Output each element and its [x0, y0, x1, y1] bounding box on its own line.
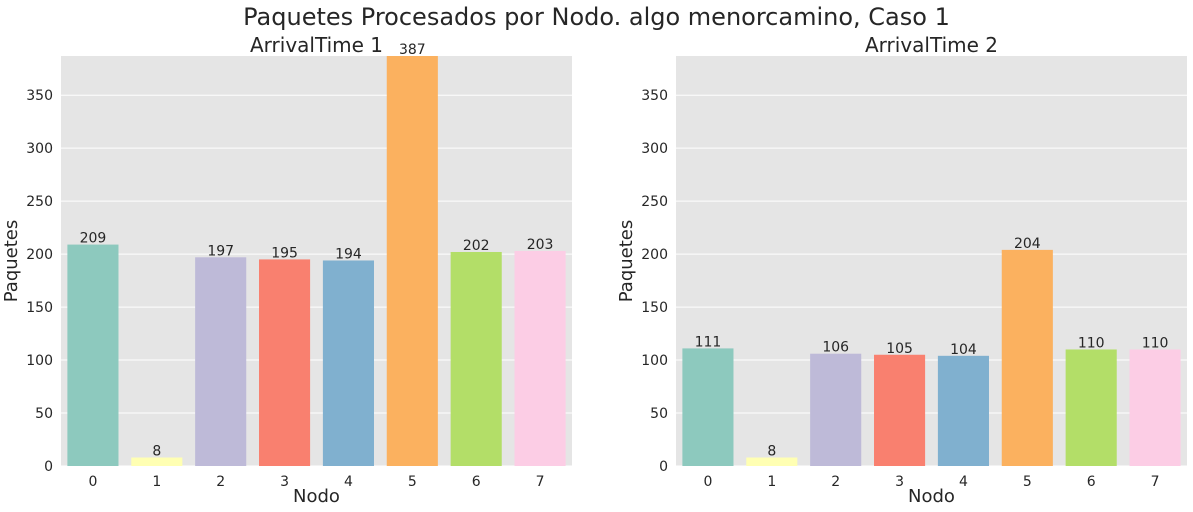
y-tick-label: 350: [26, 88, 53, 104]
y-tick-label: 100: [641, 353, 668, 369]
data-label: 105: [886, 341, 913, 357]
y-tick-label: 150: [641, 300, 668, 316]
x-tick-label: 5: [1023, 474, 1032, 490]
bar-node-1: [746, 457, 798, 466]
data-label: 202: [463, 238, 490, 254]
y-tick-label: 250: [641, 194, 668, 210]
data-label: 104: [950, 342, 977, 358]
data-label: 209: [80, 231, 107, 247]
data-label: 204: [1014, 236, 1041, 252]
y-tick-label: 50: [35, 406, 53, 422]
x-tick-label: 2: [831, 474, 840, 490]
bar-node-5: [1001, 249, 1053, 466]
data-label: 110: [1142, 335, 1169, 351]
x-tick-label: 1: [152, 474, 161, 490]
y-tick-label: 50: [650, 406, 668, 422]
chart-panel-2: 0501001502002503003501110811062105310442…: [616, 33, 1187, 507]
bar-node-2: [195, 257, 247, 466]
y-axis-label: Paquetes: [616, 220, 637, 303]
x-tick-label: 6: [472, 474, 481, 490]
data-label: 195: [271, 245, 298, 261]
bar-node-0: [67, 244, 119, 466]
data-label: 111: [695, 334, 722, 350]
x-tick-label: 4: [959, 474, 968, 490]
y-tick-label: 350: [641, 88, 668, 104]
bar-node-4: [937, 355, 989, 466]
x-axis-label: Nodo: [293, 486, 340, 507]
x-tick-label: 5: [408, 474, 417, 490]
data-label: 8: [767, 444, 776, 460]
bar-node-4: [322, 260, 374, 466]
data-label: 110: [1078, 335, 1105, 351]
bar-node-6: [450, 251, 502, 466]
bar-node-0: [682, 348, 734, 466]
bar-node-1: [131, 457, 183, 466]
y-axis-label: Paquetes: [1, 220, 22, 303]
y-tick-label: 100: [26, 353, 53, 369]
x-axis-label: Nodo: [908, 486, 955, 507]
x-tick-label: 3: [280, 474, 289, 490]
y-tick-label: 150: [26, 300, 53, 316]
data-label: 194: [335, 246, 362, 262]
x-tick-label: 0: [703, 474, 712, 490]
y-tick-label: 200: [641, 247, 668, 263]
x-tick-label: 3: [895, 474, 904, 490]
data-label: 8: [152, 444, 161, 460]
data-label: 106: [822, 340, 849, 356]
x-tick-label: 6: [1087, 474, 1096, 490]
x-tick-label: 7: [1151, 474, 1160, 490]
y-tick-label: 0: [44, 459, 53, 475]
bar-node-2: [810, 353, 862, 466]
y-tick-label: 0: [659, 459, 668, 475]
subplot-title: ArrivalTime 2: [865, 33, 998, 57]
x-tick-label: 7: [536, 474, 545, 490]
x-tick-label: 2: [216, 474, 225, 490]
y-tick-label: 200: [26, 247, 53, 263]
x-tick-label: 0: [88, 474, 97, 490]
chart-panel-1: 0 50 100 150 200 250 300 350 209 0 8 1 197 2 195 3 194 4 3…: [1, 33, 572, 507]
bar-node-3: [874, 354, 926, 466]
subplot-title: ArrivalTime 1: [250, 33, 383, 57]
x-tick-label: 4: [344, 474, 353, 490]
y-tick-label: 250: [26, 194, 53, 210]
bar-node-7: [1129, 349, 1181, 466]
bar-node-7: [514, 250, 566, 466]
data-label: 203: [527, 237, 554, 253]
figure-title: Paquetes Procesados por Nodo. algo menor…: [243, 3, 950, 31]
y-tick-label: 300: [26, 141, 53, 157]
data-label: 197: [207, 243, 234, 259]
data-label: 387: [399, 42, 426, 58]
bar-node-6: [1065, 349, 1117, 466]
y-tick-label: 300: [641, 141, 668, 157]
x-tick-label: 1: [767, 474, 776, 490]
bar-node-5: [386, 56, 438, 466]
bar-node-3: [259, 259, 311, 466]
